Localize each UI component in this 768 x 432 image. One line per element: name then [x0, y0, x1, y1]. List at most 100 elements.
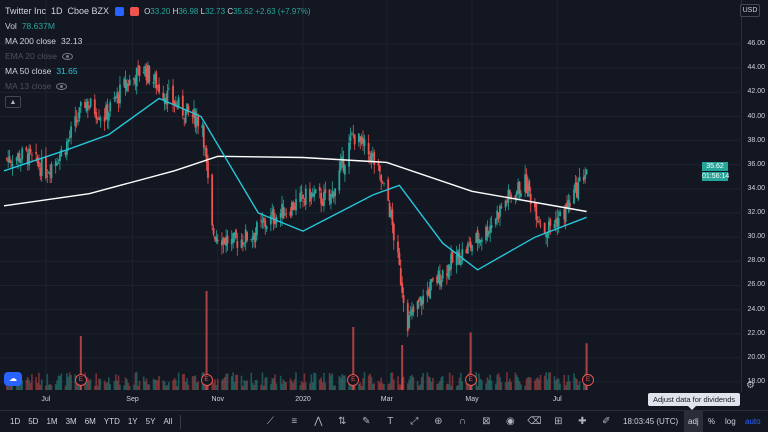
fib-icon[interactable]: ≡ — [291, 416, 298, 427]
volume-bar — [457, 385, 459, 390]
volume-bar — [265, 377, 268, 390]
candle-body — [440, 279, 443, 287]
earnings-marker[interactable]: E — [464, 374, 477, 386]
candle-body — [253, 232, 255, 240]
candle-body — [292, 201, 295, 210]
symbol-interval[interactable]: 1D — [51, 6, 63, 16]
candle-body — [205, 148, 208, 164]
range-button-1m[interactable]: 1M — [46, 416, 58, 426]
indicator-vol[interactable]: Vol 78.637M — [5, 21, 55, 31]
volume-bar — [117, 375, 120, 390]
volume-bar — [441, 375, 444, 390]
auto-toggle[interactable]: auto — [745, 417, 761, 426]
range-button-5d[interactable]: 5D — [28, 416, 39, 426]
percent-toggle[interactable]: % — [708, 417, 716, 426]
text-icon[interactable]: T — [387, 416, 394, 427]
lock-icon[interactable]: ⊠ — [482, 416, 491, 427]
chart-plot-area[interactable]: Twitter Inc 1D Cboe BZX O33.20 H36.98 L3… — [0, 0, 742, 392]
volume-bar — [279, 375, 282, 390]
volume-bar — [406, 383, 409, 390]
volume-bar — [175, 379, 177, 390]
magnet-icon[interactable]: ∩ — [458, 416, 466, 427]
range-button-all[interactable]: All — [163, 416, 173, 426]
earnings-marker[interactable]: E — [582, 374, 594, 386]
candle-body — [380, 175, 383, 183]
volume-bar — [113, 381, 116, 390]
volume-bar — [514, 372, 517, 390]
volume-bar — [235, 374, 237, 390]
time-tick: 2020 — [295, 396, 311, 403]
time-tick: Jul — [552, 396, 562, 403]
candle-body — [304, 188, 307, 205]
prediction-icon[interactable]: ⇅ — [338, 416, 347, 427]
candle-body — [57, 162, 60, 164]
earnings-marker[interactable]: E — [347, 374, 360, 386]
candle-body — [105, 105, 107, 120]
currency-badge[interactable]: USD — [740, 4, 760, 17]
eye-icon[interactable] — [61, 53, 73, 60]
price-tick: 26.00 — [747, 281, 765, 289]
collapse-legend-button[interactable]: ▲ — [5, 96, 21, 108]
volume-bar — [46, 373, 49, 390]
cloud-logo-icon[interactable]: ☁ — [4, 372, 22, 386]
candle-body — [166, 90, 169, 105]
volume-bar — [490, 380, 493, 390]
measure-icon[interactable]: ⤢ — [410, 416, 419, 427]
data-status-icon[interactable] — [130, 7, 140, 16]
candle-body — [138, 65, 141, 76]
volume-bar — [427, 376, 430, 390]
volume-bar — [168, 381, 170, 390]
volume-bar — [253, 385, 255, 390]
candle-body — [128, 79, 131, 86]
volume-bar — [446, 383, 448, 390]
candle-body — [420, 299, 423, 306]
volume-bar — [45, 385, 47, 390]
candle-body — [422, 295, 425, 304]
gear-icon[interactable]: ⚙ — [746, 380, 755, 391]
ruler-icon[interactable]: ⊞ — [554, 416, 563, 427]
candle-body — [349, 136, 352, 141]
indicator-ema20[interactable]: EMA 20 close — [5, 49, 311, 64]
volume-bar — [133, 384, 135, 390]
candle-body — [436, 276, 439, 283]
range-button-6m[interactable]: 6M — [84, 416, 96, 426]
trash-icon[interactable]: ⌫ — [527, 416, 542, 427]
adj-toggle[interactable]: adj — [684, 411, 703, 432]
price-axis[interactable]: 46.00 44.00 42.00 40.00 38.00 36.00 34.00 32.00… — [742, 0, 768, 392]
symbol-name[interactable]: Twitter Inc — [5, 6, 47, 16]
earnings-marker[interactable]: E — [74, 374, 87, 386]
range-button-ytd[interactable]: YTD — [103, 416, 120, 426]
log-toggle[interactable]: log — [725, 417, 736, 426]
candle-body — [223, 238, 226, 244]
time-axis[interactable]: Jul Sep Nov 2020 Mar May Jul — [0, 392, 742, 408]
volume-bar — [67, 376, 70, 390]
volume-bar — [177, 372, 180, 390]
eye-icon[interactable]: ◉ — [505, 416, 515, 427]
ma50-line — [3, 97, 587, 271]
crosshair-icon[interactable]: ✚ — [578, 416, 587, 427]
indicator-ma200[interactable]: MA 200 close 32.13 — [5, 36, 83, 46]
range-button-3m[interactable]: 3M — [65, 416, 77, 426]
zoom-icon[interactable]: ⊕ — [434, 416, 443, 427]
candle-body — [282, 207, 285, 219]
brush-icon[interactable]: ✎ — [362, 416, 371, 427]
pencil-icon[interactable]: ✐ — [602, 416, 611, 427]
candle-body — [181, 95, 184, 116]
volume-bar — [402, 376, 405, 390]
range-button-1y[interactable]: 1Y — [127, 416, 138, 426]
volume-bar — [506, 372, 508, 390]
market-status-icon[interactable] — [115, 7, 125, 16]
pattern-icon[interactable]: ⋀ — [314, 416, 323, 427]
volume-bar — [574, 377, 577, 390]
eye-icon[interactable] — [56, 83, 68, 90]
volume-bar — [342, 375, 345, 390]
utc-clock[interactable]: 18:03:45 (UTC) — [623, 417, 679, 426]
range-button-1d[interactable]: 1D — [10, 416, 21, 426]
candle-body — [412, 306, 415, 313]
indicator-ma50[interactable]: MA 50 close 31.65 — [5, 66, 78, 76]
trend-line-icon[interactable]: ⟋ — [266, 416, 274, 427]
indicator-ma13[interactable]: MA 13 close — [5, 79, 311, 94]
earnings-marker[interactable]: E — [200, 374, 213, 386]
range-button-5y[interactable]: 5Y — [145, 416, 156, 426]
candle-body — [162, 92, 165, 101]
